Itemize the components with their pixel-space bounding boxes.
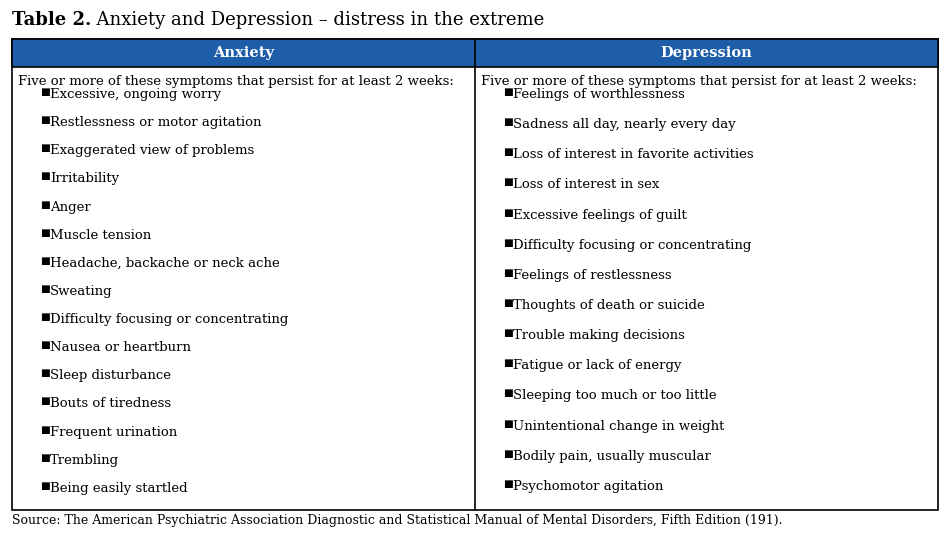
Bar [12,39,475,67]
Text: ■: ■ [40,257,49,266]
Text: Irritability: Irritability [50,172,119,185]
Text: ■: ■ [40,397,49,406]
Text: Anxiety and Depression – distress in the extreme: Anxiety and Depression – distress in the… [85,11,544,29]
Text: ■: ■ [503,359,513,368]
Text: Psychomotor agitation: Psychomotor agitation [513,480,663,493]
Text: ■: ■ [503,480,513,489]
Text: Restlessness or motor agitation: Restlessness or motor agitation [50,116,261,129]
Text: ■: ■ [40,425,49,435]
Bar [475,39,938,67]
Text: ■: ■ [40,229,49,237]
Text: Anger: Anger [50,201,91,214]
Text: ■: ■ [503,178,513,188]
Text: Exaggerated view of problems: Exaggerated view of problems [50,144,255,157]
Text: Headache, backache or neck ache: Headache, backache or neck ache [50,257,279,270]
Text: Sleeping too much or too little: Sleeping too much or too little [513,390,716,402]
Text: Excessive, ongoing worry: Excessive, ongoing worry [50,88,221,101]
Text: Frequent urination: Frequent urination [50,425,178,438]
Text: Being easily startled: Being easily startled [50,482,188,495]
Text: Bouts of tiredness: Bouts of tiredness [50,397,171,410]
Text: ■: ■ [40,116,49,125]
Text: Source: The American Psychiatric Association Diagnostic and Statistical Manual o: Source: The American Psychiatric Associa… [12,514,783,527]
Text: ■: ■ [503,149,513,157]
Text: Difficulty focusing or concentrating: Difficulty focusing or concentrating [50,313,289,326]
Text: ■: ■ [40,285,49,294]
Text: Five or more of these symptoms that persist for at least 2 weeks:: Five or more of these symptoms that pers… [18,75,454,88]
Text: ■: ■ [503,238,513,248]
Text: Feelings of worthlessness: Feelings of worthlessness [513,88,685,101]
Text: Trouble making decisions: Trouble making decisions [513,329,685,342]
Text: ■: ■ [40,482,49,491]
Text: ■: ■ [503,450,513,459]
Text: ■: ■ [503,88,513,97]
Text: Five or more of these symptoms that persist for at least 2 weeks:: Five or more of these symptoms that pers… [481,75,917,88]
Text: Thoughts of death or suicide: Thoughts of death or suicide [513,299,705,312]
Text: Excessive feelings of guilt: Excessive feelings of guilt [513,209,687,222]
Text: Fatigue or lack of energy: Fatigue or lack of energy [513,359,681,372]
Text: ■: ■ [503,299,513,308]
Text: Trembling: Trembling [50,454,119,467]
Text: ■: ■ [40,201,49,210]
Text: Table 2.: Table 2. [12,11,91,29]
Text: Sweating: Sweating [50,285,113,298]
Text: Loss of interest in sex: Loss of interest in sex [513,178,659,191]
Text: Difficulty focusing or concentrating: Difficulty focusing or concentrating [513,238,751,251]
Bar [12,39,938,510]
Text: Feelings of restlessness: Feelings of restlessness [513,269,672,282]
Text: Anxiety: Anxiety [213,46,274,60]
Text: ■: ■ [40,144,49,153]
Text: Bodily pain, usually muscular: Bodily pain, usually muscular [513,450,711,463]
Text: ■: ■ [40,88,49,97]
Text: ■: ■ [40,341,49,350]
Text: Depression: Depression [660,46,752,60]
Text: ■: ■ [503,118,513,127]
Text: ■: ■ [503,390,513,398]
Text: Sleep disturbance: Sleep disturbance [50,369,171,382]
Text: Loss of interest in favorite activities: Loss of interest in favorite activities [513,149,753,162]
Text: Nausea or heartburn: Nausea or heartburn [50,341,191,354]
Text: ■: ■ [40,454,49,463]
Text: ■: ■ [40,369,49,378]
Text: ■: ■ [503,269,513,278]
Text: Unintentional change in weight: Unintentional change in weight [513,420,725,433]
Text: ■: ■ [40,313,49,322]
Text: Sadness all day, nearly every day: Sadness all day, nearly every day [513,118,735,131]
Text: Muscle tension: Muscle tension [50,229,151,242]
Text: ■: ■ [503,209,513,217]
Text: ■: ■ [503,329,513,338]
Bar [12,39,938,67]
Text: ■: ■ [503,420,513,429]
Text: ■: ■ [40,172,49,182]
